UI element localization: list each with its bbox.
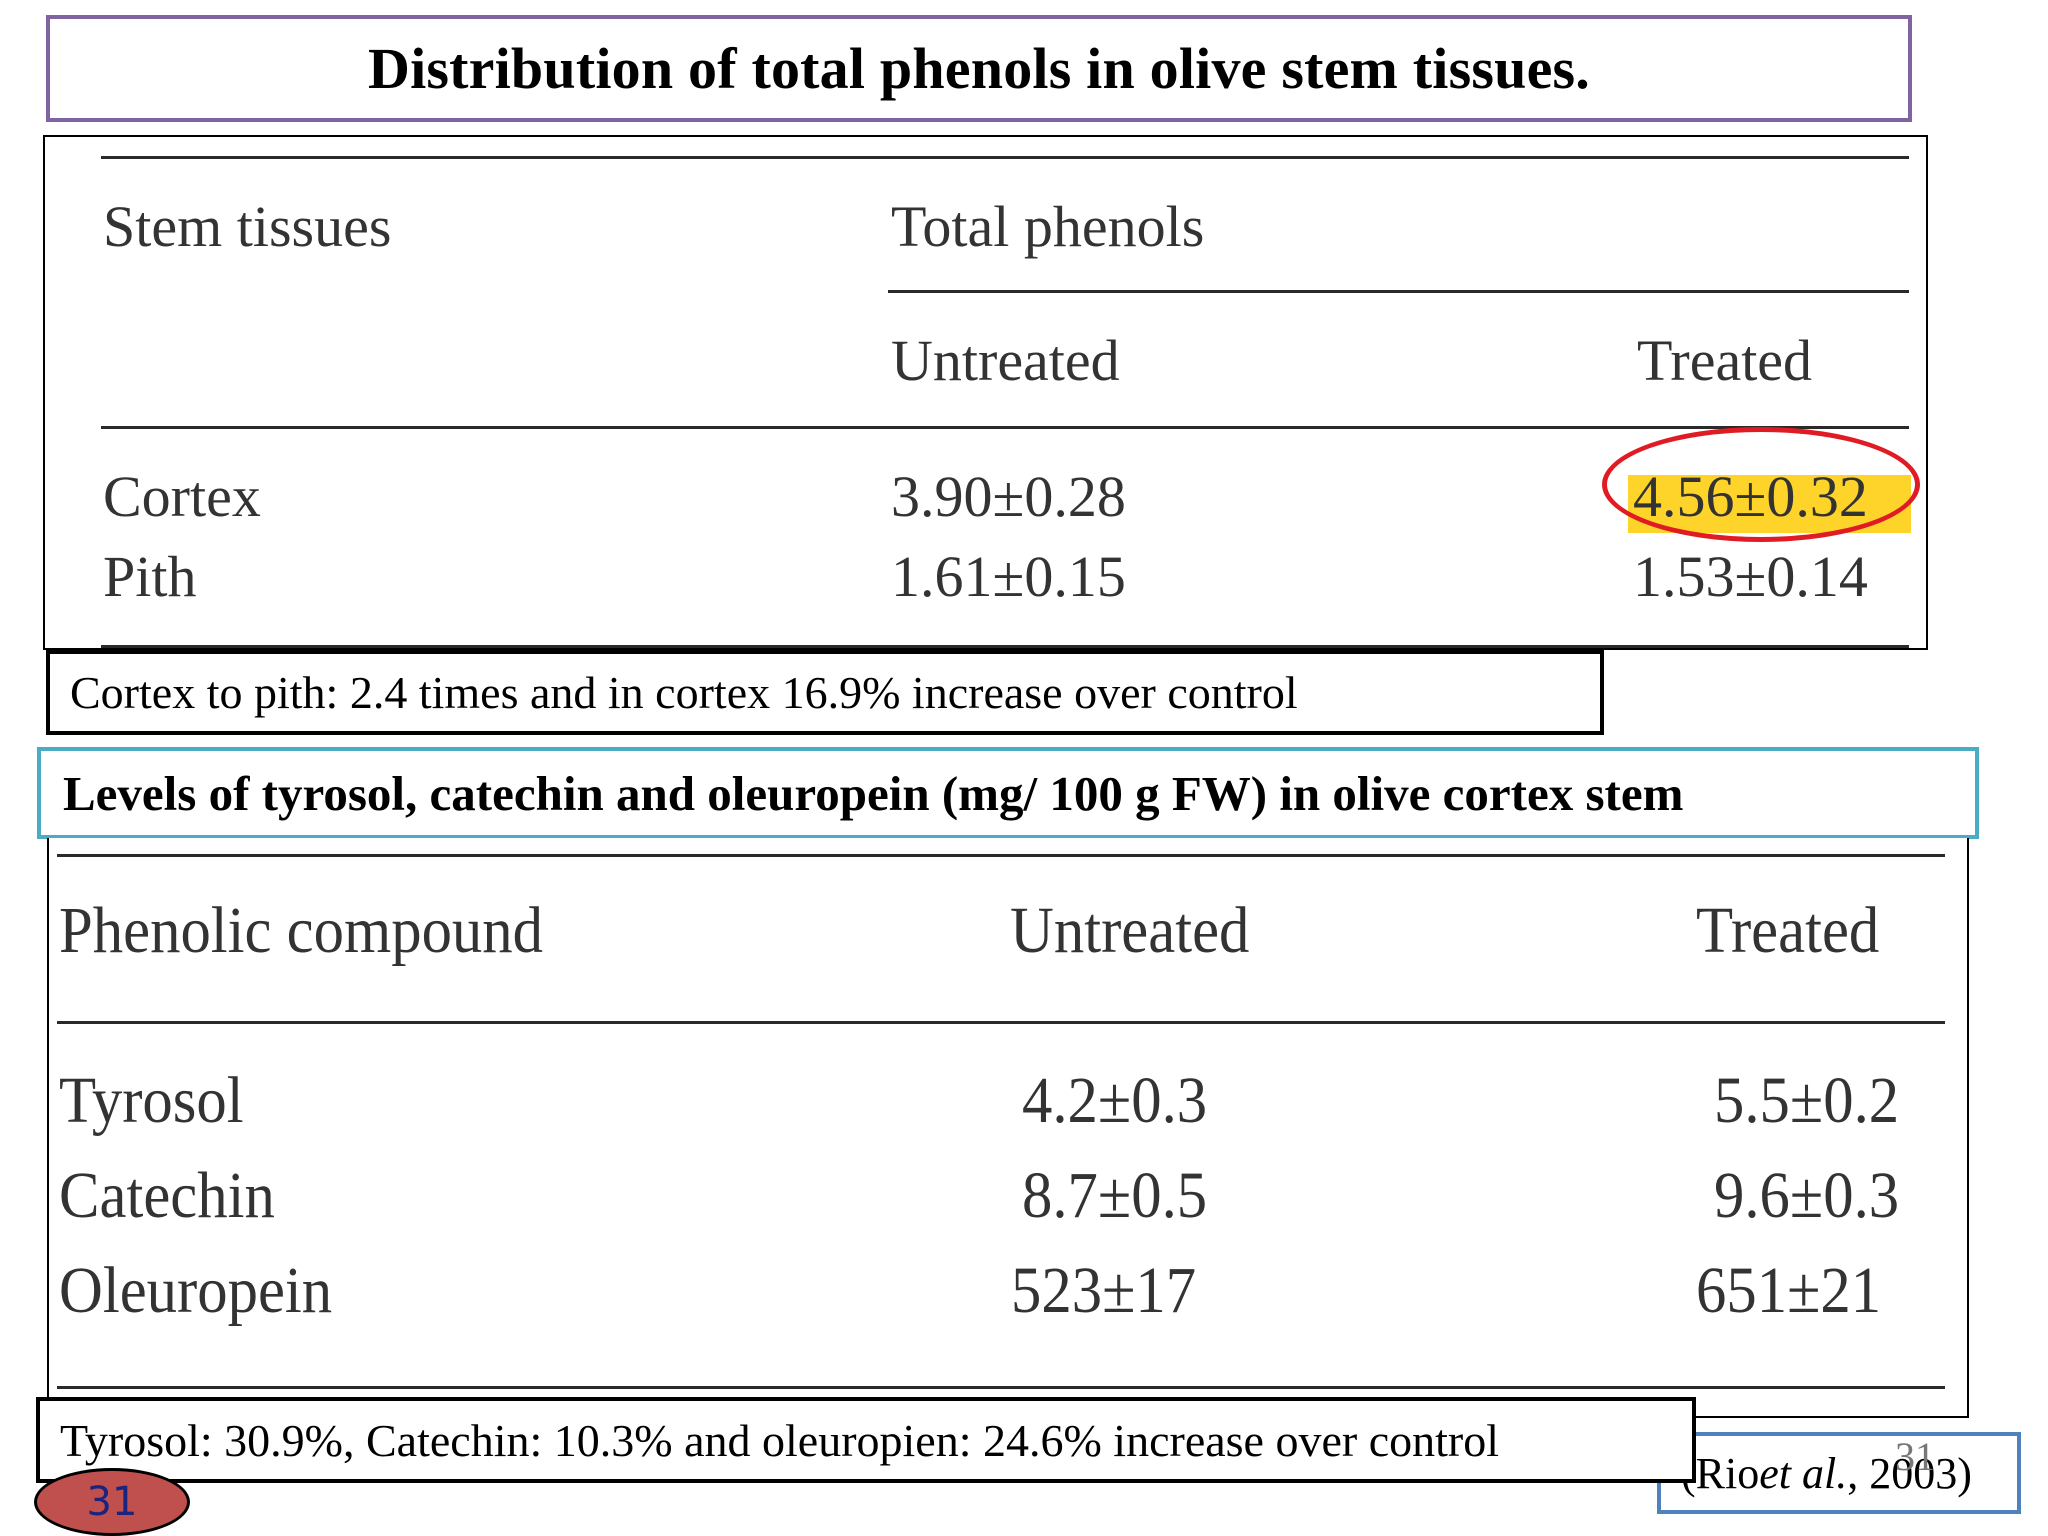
slide-number: 31 (1895, 1434, 1935, 1479)
red-circle-annotation (1602, 427, 1920, 542)
row-tissue-cortex: Cortex (103, 464, 261, 529)
cell-catechin-treated: 9.6±0.3 (1714, 1159, 1900, 1232)
cell-tyrosol-treated: 5.5±0.2 (1714, 1064, 1900, 1137)
header2-untreated: Untreated (1010, 894, 1250, 967)
header-stem-tissues: Stem tissues (103, 194, 392, 259)
row-compound-oleuropein: Oleuropein (59, 1254, 333, 1327)
title-box: Distribution of total phenols in olive s… (46, 15, 1912, 122)
cell-cortex-untreated: 3.90±0.28 (891, 464, 1126, 529)
subheader-rule (888, 290, 1909, 293)
increase-note-text: Tyrosol: 30.9%, Catechin: 10.3% and oleu… (60, 1414, 1500, 1466)
row-compound-catechin: Catechin (59, 1159, 275, 1232)
citation-suffix: , 2003) (1847, 1448, 1972, 1498)
levels-header-text: Levels of tyrosol, catechin and oleurope… (63, 765, 1684, 821)
cell-oleuropein-treated: 651±21 (1696, 1254, 1882, 1327)
cell-pith-untreated: 1.61±0.15 (891, 544, 1126, 609)
header2-treated: Treated (1696, 894, 1880, 967)
cell-oleuropein-untreated: 523±17 (1011, 1254, 1197, 1327)
header-treated: Treated (1637, 328, 1813, 393)
cell-pith-treated: 1.53±0.14 (1633, 544, 1868, 609)
header-untreated: Untreated (891, 328, 1120, 393)
slide-title: Distribution of total phenols in olive s… (367, 36, 1591, 101)
cell-tyrosol-untreated: 4.2±0.3 (1022, 1064, 1208, 1137)
slide-number-badge: 31 (34, 1468, 190, 1536)
increase-note: Tyrosol: 30.9%, Catechin: 10.3% and oleu… (36, 1397, 1696, 1483)
levels-header-box: Levels of tyrosol, catechin and oleurope… (37, 747, 1979, 839)
table-top-rule (101, 156, 1909, 159)
cortex-pith-note-text: Cortex to pith: 2.4 times and in cortex … (70, 667, 1298, 718)
header-bottom-rule (101, 426, 1909, 429)
row-compound-tyrosol: Tyrosol (59, 1064, 244, 1137)
table2-top-rule (57, 854, 1945, 857)
header-total-phenols: Total phenols (891, 194, 1205, 259)
phenolic-compound-table: Phenolic compound Untreated Treated Tyro… (47, 838, 1969, 1418)
total-phenols-table: Stem tissues Total phenols Untreated Tre… (43, 135, 1928, 650)
row-tissue-pith: Pith (103, 544, 197, 609)
cell-catechin-untreated: 8.7±0.5 (1022, 1159, 1208, 1232)
table2-bottom-rule (57, 1386, 1945, 1389)
table2-header-rule (57, 1021, 1945, 1024)
table-bottom-rule (101, 645, 1909, 648)
citation-box: (Rio et al., 2003) (1657, 1432, 2021, 1514)
header-phenolic-compound: Phenolic compound (59, 894, 544, 967)
cortex-pith-note: Cortex to pith: 2.4 times and in cortex … (46, 650, 1604, 735)
badge-number: 31 (86, 1479, 138, 1525)
citation-etal: et al. (1759, 1448, 1848, 1498)
